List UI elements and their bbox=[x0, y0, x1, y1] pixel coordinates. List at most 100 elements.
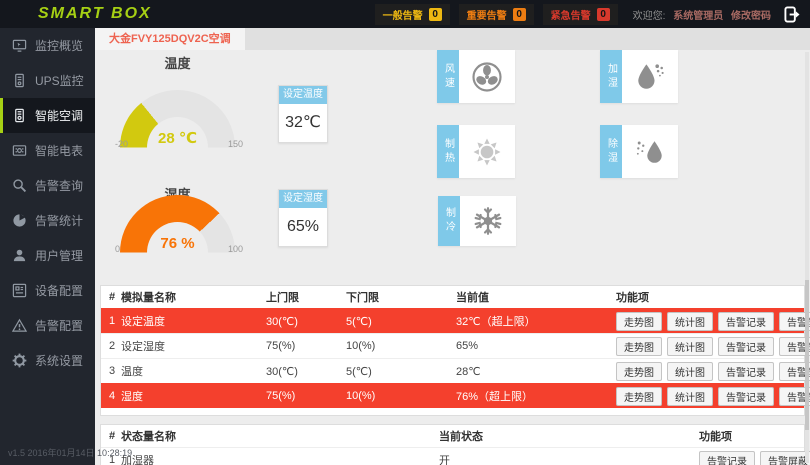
welcome-prefix: 欢迎您: bbox=[632, 10, 666, 22]
mode-card-cool[interactable]: 制冷 bbox=[438, 196, 516, 246]
alarm-label: 紧急告警 bbox=[550, 10, 591, 22]
cool-snowflake-icon bbox=[474, 207, 502, 235]
alarm-label: 一般告警 bbox=[382, 10, 423, 22]
sidebar-item-label: UPS监控 bbox=[35, 74, 84, 88]
sidebar-item-alarm-query[interactable]: 告警查询 bbox=[0, 168, 95, 203]
trend-chart-button[interactable]: 走势图 bbox=[616, 361, 662, 381]
mode-label: 风速 bbox=[437, 50, 459, 103]
table-row: 1 设定温度 30(℃) 5(℃) 32℃（超上限） 走势图 统计图 告警记录 … bbox=[101, 308, 810, 333]
version-text: v1.5 2016年01月14日 10:28:19 bbox=[8, 448, 133, 458]
stats-chart-button[interactable]: 统计图 bbox=[667, 311, 713, 331]
table-row: 2 设定湿度 75(%) 10(%) 65% 走势图 统计图 告警记录 告警屏蔽 bbox=[101, 333, 810, 358]
air-conditioner-icon bbox=[15, 108, 24, 123]
sidebar-item-device-config[interactable]: 设备配置 bbox=[0, 273, 95, 308]
mode-label: 加湿 bbox=[600, 50, 622, 103]
humidity-gauge-value: 76 % bbox=[160, 235, 195, 252]
alarm-badge-important[interactable]: 重要告警 0 bbox=[458, 3, 534, 25]
sidebar-item-ups-monitor[interactable]: UPS监控 bbox=[0, 63, 95, 98]
table-row: 4 湿度 75(%) 10(%) 76%（超上限） 走势图 统计图 告警记录 告… bbox=[101, 383, 810, 408]
temperature-gauge-title: 温度 bbox=[164, 56, 191, 71]
sidebar-item-label: 告警查询 bbox=[35, 179, 84, 193]
pie-chart-icon bbox=[13, 213, 26, 227]
gauge-max-label: 150 bbox=[227, 139, 243, 149]
tab-daikin-ac[interactable]: 大金FVY125DQV2C空调 bbox=[95, 28, 245, 50]
sidebar-item-label: 用户管理 bbox=[35, 249, 84, 263]
alarm-record-button[interactable]: 告警记录 bbox=[699, 450, 755, 465]
main-area: 大金FVY125DQV2C空调 温度 28 ℃ -20 150 设定温度 32℃… bbox=[95, 28, 810, 465]
change-password-link[interactable]: 修改密码 bbox=[731, 10, 771, 22]
scrollbar-track[interactable] bbox=[805, 52, 809, 463]
fan-icon bbox=[472, 61, 502, 92]
set-humidity-card: 设定湿度 65% bbox=[278, 189, 328, 247]
humidity-gauge-scale: 0 100 bbox=[115, 244, 243, 254]
status-table-header: # 状态量名称 当前状态 功能项 bbox=[109, 430, 732, 443]
user-icon bbox=[13, 249, 26, 262]
trend-chart-button[interactable]: 走势图 bbox=[616, 311, 662, 331]
status-table: # 状态量名称 当前状态 功能项 1 加湿器 开 告警记录 告警屏蔽 bbox=[100, 424, 810, 465]
mode-label: 制热 bbox=[437, 125, 459, 178]
scrollbar-thumb[interactable] bbox=[805, 280, 809, 430]
temperature-gauge: 28 ℃ bbox=[120, 90, 235, 148]
humidity-gauge: 76 % bbox=[120, 195, 235, 253]
alarm-count-badge: 0 bbox=[512, 7, 526, 21]
alarm-record-button[interactable]: 告警记录 bbox=[718, 311, 774, 331]
alarm-mask-button[interactable]: 告警屏蔽 bbox=[779, 336, 810, 356]
dehumidify-drop-icon bbox=[636, 140, 662, 163]
alarm-mask-button[interactable]: 告警屏蔽 bbox=[779, 311, 810, 331]
sidebar-item-alarm-config[interactable]: 告警配置 bbox=[0, 308, 95, 343]
alarm-mask-button[interactable]: 告警屏蔽 bbox=[779, 361, 810, 381]
tab-bar: 大金FVY125DQV2C空调 bbox=[95, 28, 810, 50]
alarm-label: 重要告警 bbox=[466, 10, 507, 22]
mode-card-humidify[interactable]: 加湿 bbox=[600, 50, 678, 103]
stats-chart-button[interactable]: 统计图 bbox=[667, 361, 713, 381]
device-icon bbox=[12, 283, 27, 298]
gear-icon bbox=[12, 353, 27, 368]
alarm-mask-button[interactable]: 告警屏蔽 bbox=[779, 386, 810, 406]
warning-icon bbox=[12, 318, 27, 332]
sidebar-item-label: 设备配置 bbox=[35, 284, 84, 298]
gauge-min-label: -20 bbox=[115, 139, 129, 149]
sidebar-item-label: 智能空调 bbox=[35, 109, 84, 123]
mode-label: 制冷 bbox=[438, 196, 460, 246]
sidebar-item-smart-meter[interactable]: 智能电表 bbox=[0, 133, 95, 168]
alarm-count-badge: 0 bbox=[596, 7, 610, 21]
alarm-record-button[interactable]: 告警记录 bbox=[718, 361, 774, 381]
stats-chart-button[interactable]: 统计图 bbox=[667, 386, 713, 406]
gauge-max-label: 100 bbox=[227, 244, 243, 254]
welcome-text: 欢迎您: 系统管理员 修改密码 bbox=[633, 7, 771, 22]
logout-icon[interactable] bbox=[784, 6, 800, 23]
sidebar-item-user-management[interactable]: 用户管理 bbox=[0, 238, 95, 273]
trend-chart-button[interactable]: 走势图 bbox=[616, 386, 662, 406]
alarm-badge-general[interactable]: 一般告警 0 bbox=[374, 3, 450, 25]
mode-card-fan-speed[interactable]: 风速 bbox=[437, 50, 515, 103]
alarm-mask-button[interactable]: 告警屏蔽 bbox=[760, 450, 810, 465]
sidebar-item-system-settings[interactable]: 系统设置 bbox=[0, 343, 95, 378]
stats-chart-button[interactable]: 统计图 bbox=[667, 336, 713, 356]
header-right: 一般告警 0 重要告警 0 紧急告警 0 欢迎您: 系统管理员 修改密码 bbox=[374, 3, 810, 25]
trend-chart-button[interactable]: 走势图 bbox=[616, 336, 662, 356]
username-link[interactable]: 系统管理员 bbox=[673, 10, 724, 22]
humidify-drop-icon bbox=[638, 63, 664, 89]
sidebar-item-alarm-stats[interactable]: 告警统计 bbox=[0, 203, 95, 238]
temperature-gauge-scale: -20 150 bbox=[115, 139, 243, 149]
mode-label: 除湿 bbox=[600, 125, 622, 178]
table-row: 1 加湿器 开 告警记录 告警屏蔽 bbox=[101, 447, 810, 465]
sidebar-item-monitor-overview[interactable]: 监控概览 bbox=[0, 28, 95, 63]
sidebar-item-smart-ac[interactable]: 智能空调 bbox=[0, 98, 95, 133]
ups-icon bbox=[15, 73, 24, 88]
alarm-record-button[interactable]: 告警记录 bbox=[718, 336, 774, 356]
table-row: 3 温度 30(℃) 5(℃) 28℃ 走势图 统计图 告警记录 告警屏蔽 bbox=[101, 358, 810, 383]
sidebar-item-label: 智能电表 bbox=[35, 144, 84, 158]
app-logo: SMART BOX bbox=[38, 5, 152, 22]
search-icon bbox=[13, 179, 27, 193]
monitor-icon bbox=[12, 39, 27, 52]
heat-sun-icon bbox=[473, 138, 501, 165]
alarm-count-badge: 0 bbox=[428, 7, 442, 21]
alarm-badge-critical[interactable]: 紧急告警 0 bbox=[542, 3, 618, 25]
mode-card-heat[interactable]: 制热 bbox=[437, 125, 515, 178]
alarm-record-button[interactable]: 告警记录 bbox=[718, 386, 774, 406]
sidebar-item-label: 告警配置 bbox=[35, 319, 84, 333]
mode-card-dehumidify[interactable]: 除湿 bbox=[600, 125, 678, 178]
sidebar-item-label: 监控概览 bbox=[35, 39, 84, 53]
set-temperature-card: 设定温度 32℃ bbox=[278, 85, 328, 143]
